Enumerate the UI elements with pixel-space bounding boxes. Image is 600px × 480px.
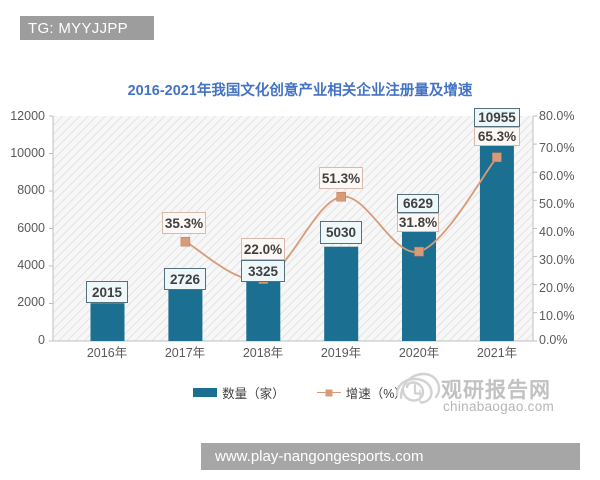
svg-text:10.0%: 10.0% — [539, 309, 574, 323]
svg-text:2016年: 2016年 — [87, 346, 127, 360]
svg-text:50.0%: 50.0% — [539, 197, 574, 211]
svg-text:40.0%: 40.0% — [539, 225, 574, 239]
svg-text:6000: 6000 — [17, 221, 45, 235]
svg-text:10000: 10000 — [10, 146, 45, 160]
svg-text:4000: 4000 — [17, 258, 45, 272]
svg-text:8000: 8000 — [17, 183, 45, 197]
svg-text:2021年: 2021年 — [477, 346, 517, 360]
svg-text:2017年: 2017年 — [165, 346, 205, 360]
svg-text:2018年: 2018年 — [243, 346, 283, 360]
svg-text:2020年: 2020年 — [399, 346, 439, 360]
svg-text:70.0%: 70.0% — [539, 141, 574, 155]
svg-text:2000: 2000 — [17, 295, 45, 309]
svg-text:12000: 12000 — [10, 109, 45, 123]
svg-text:80.0%: 80.0% — [539, 109, 574, 123]
svg-text:30.0%: 30.0% — [539, 253, 574, 267]
svg-text:0.0%: 0.0% — [539, 333, 568, 347]
svg-text:0: 0 — [38, 333, 45, 347]
svg-text:2019年: 2019年 — [321, 346, 361, 360]
svg-text:20.0%: 20.0% — [539, 281, 574, 295]
svg-text:60.0%: 60.0% — [539, 169, 574, 183]
